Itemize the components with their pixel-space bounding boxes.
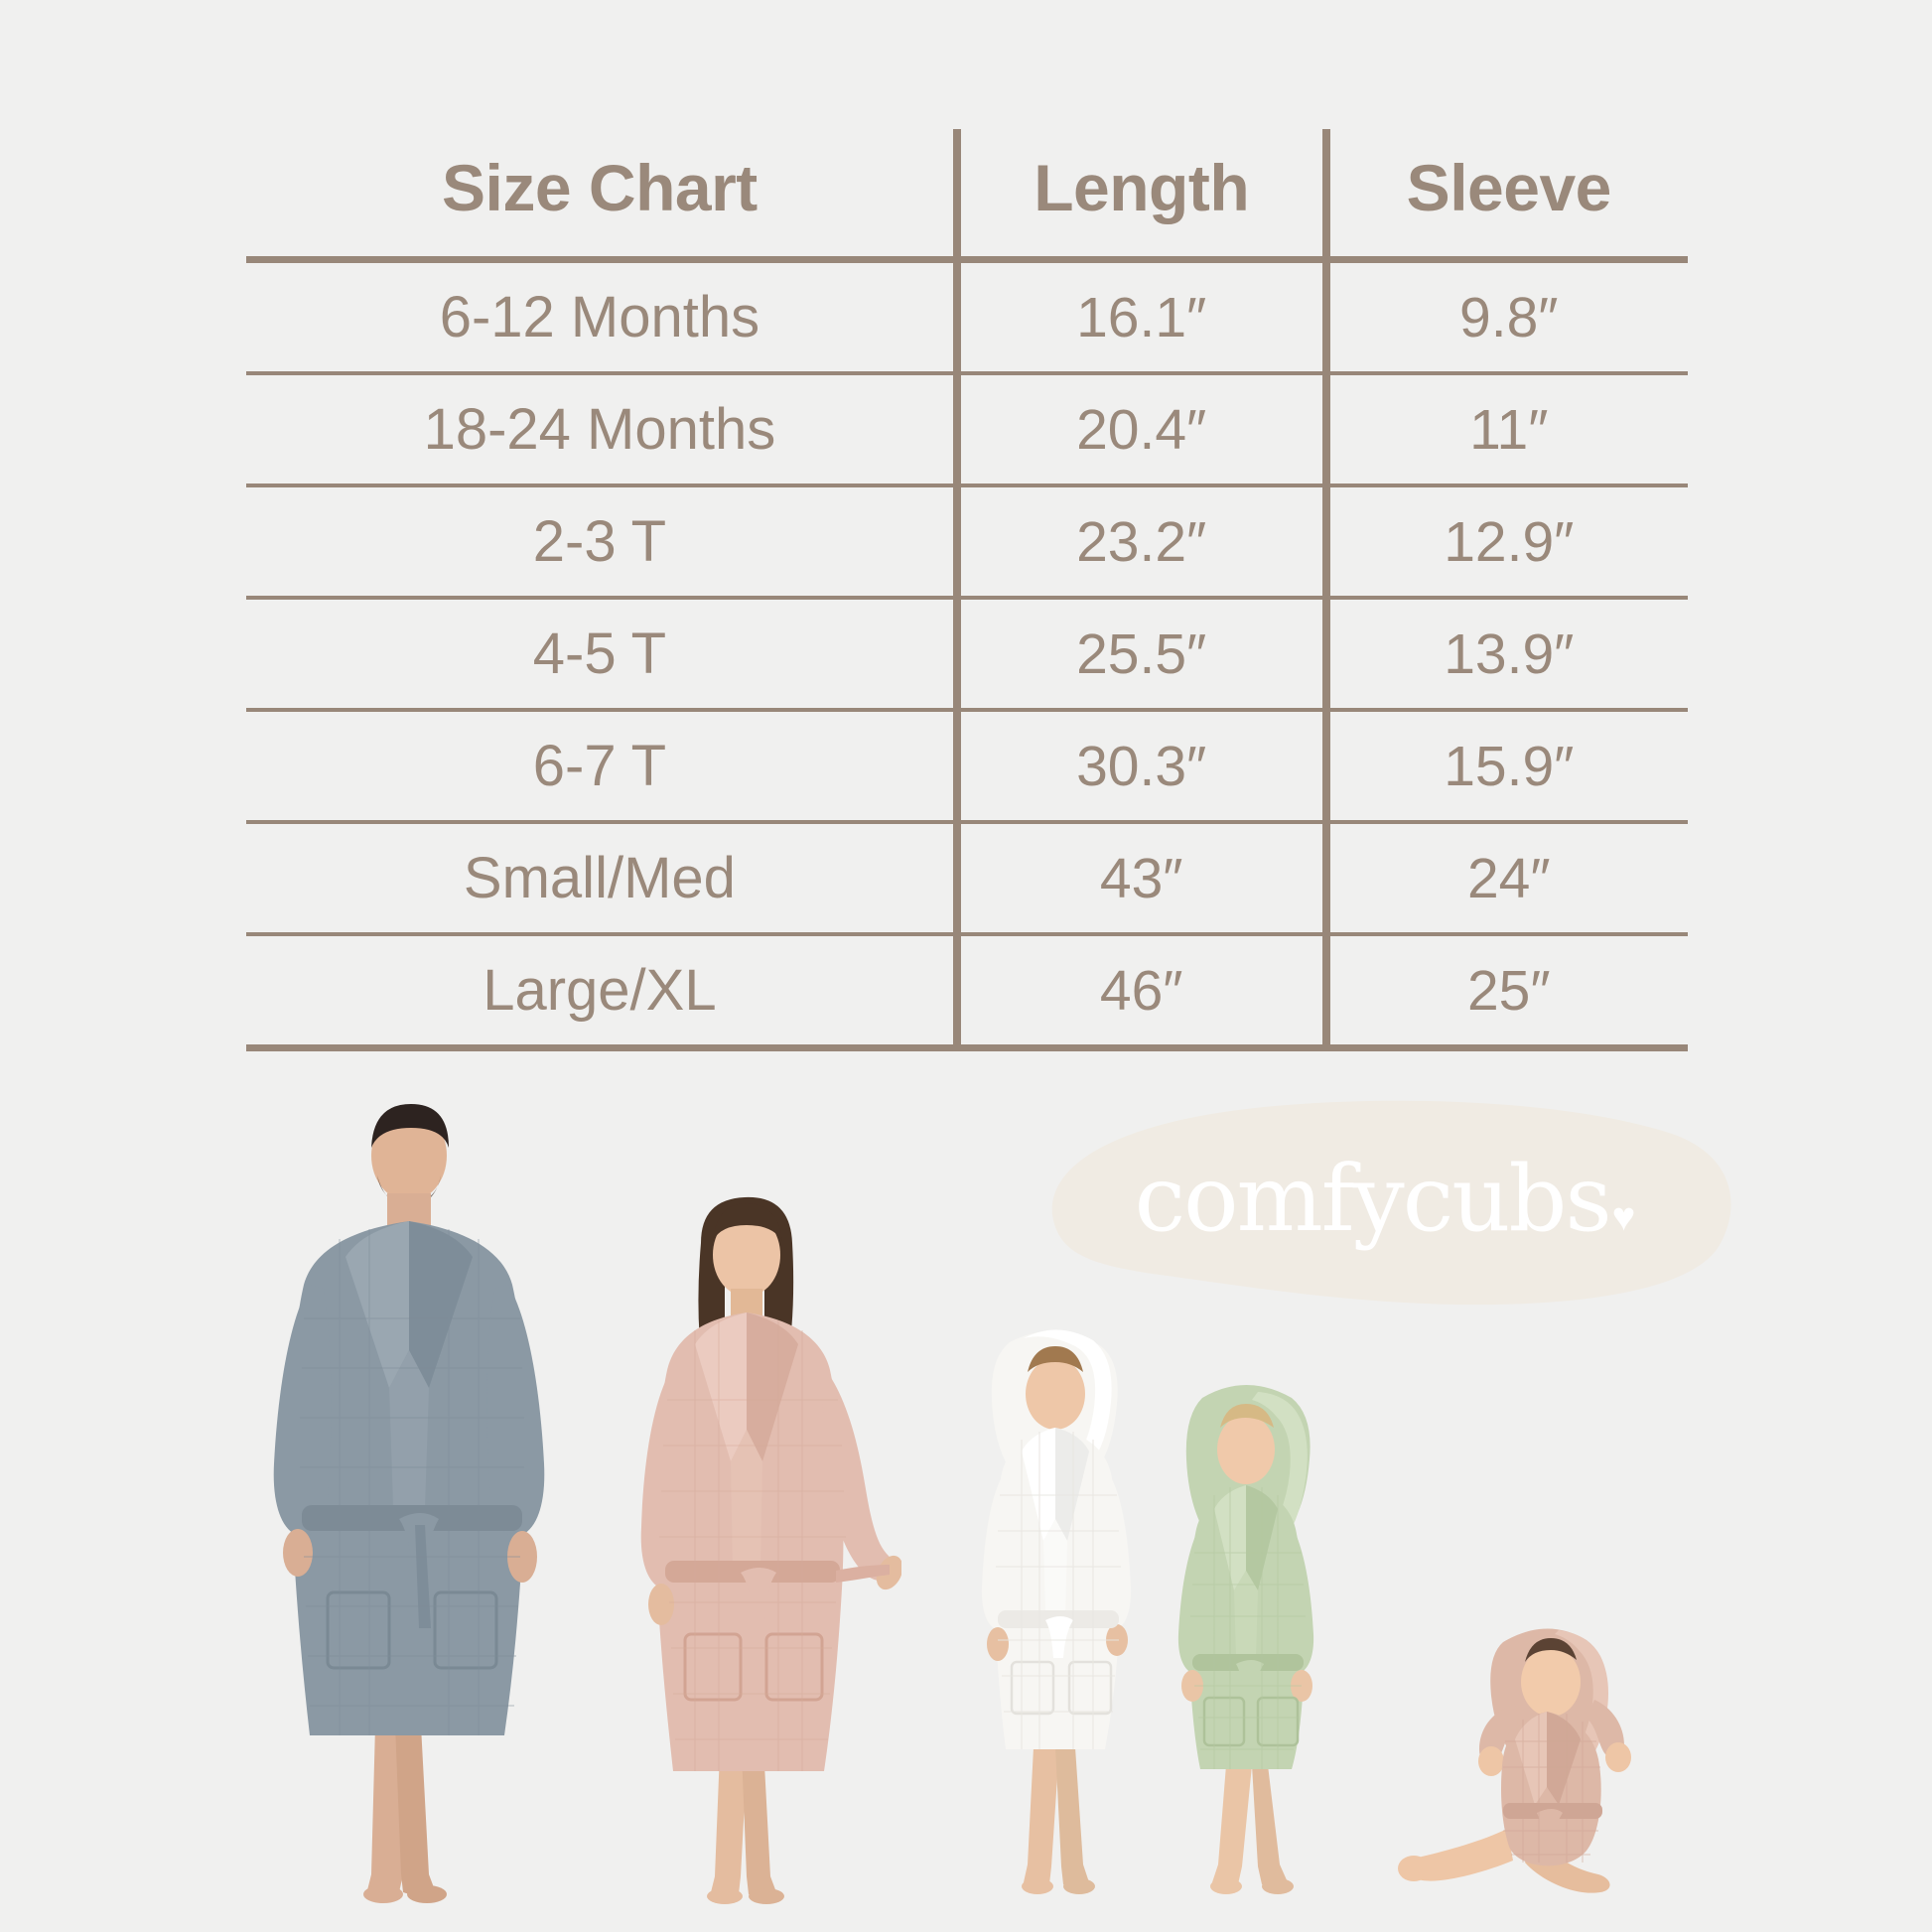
- figure-adult-man: [250, 1090, 568, 1904]
- cell-length: 16.1″: [952, 259, 1326, 375]
- adult-woman-illustration: [640, 1196, 901, 1904]
- cell-length: 20.4″: [952, 373, 1326, 487]
- size-chart-body: 6-12 Months 16.1″ 9.8″ 18-24 Months 20.4…: [246, 259, 1688, 1051]
- size-chart-table: Size Chart Length Sleeve 6-12 Months 16.…: [246, 129, 1688, 1051]
- baby-pink-illustration: [1398, 1628, 1631, 1893]
- size-chart-container: Size Chart Length Sleeve 6-12 Months 16.…: [246, 129, 1688, 1051]
- child-green-illustration: [1177, 1385, 1314, 1894]
- column-header-size: Size Chart: [246, 129, 957, 263]
- column-header-sleeve: Sleeve: [1321, 129, 1688, 263]
- cell-sleeve: 13.9″: [1321, 598, 1688, 712]
- table-row: Small/Med 43″ 24″: [246, 822, 1688, 936]
- figure-child-green: [1147, 1370, 1365, 1904]
- cell-length: 23.2″: [952, 485, 1326, 600]
- header-row: Size Chart Length Sleeve: [246, 129, 1688, 263]
- brand-logo: comfycubs ♥: [1040, 1096, 1735, 1310]
- cell-size: Large/XL: [246, 934, 957, 1051]
- cell-length: 25.5″: [952, 598, 1326, 712]
- heart-icon: ♥: [1611, 1194, 1636, 1239]
- cell-sleeve: 12.9″: [1321, 485, 1688, 600]
- cell-size: 18-24 Months: [246, 373, 957, 487]
- cell-length: 43″: [952, 822, 1326, 936]
- logo-text-group: comfycubs ♥: [1040, 1096, 1735, 1310]
- cell-size: 6-7 T: [246, 710, 957, 824]
- cell-length: 46″: [952, 934, 1326, 1051]
- figure-child-white: [948, 1320, 1176, 1904]
- figure-adult-woman: [604, 1191, 901, 1904]
- table-row: 2-3 T 23.2″ 12.9″: [246, 485, 1688, 600]
- table-row: Large/XL 46″ 25″: [246, 934, 1688, 1051]
- brand-name: comfycubs: [1134, 1145, 1612, 1252]
- cell-sleeve: 25″: [1321, 934, 1688, 1051]
- figure-baby-pink: [1388, 1608, 1686, 1904]
- cell-sleeve: 11″: [1321, 373, 1688, 487]
- column-header-length: Length: [952, 129, 1326, 263]
- size-chart-header: Size Chart Length Sleeve: [246, 129, 1688, 263]
- cell-size: Small/Med: [246, 822, 957, 936]
- product-photo-lineup: [0, 1072, 1932, 1932]
- table-row: 4-5 T 25.5″ 13.9″: [246, 598, 1688, 712]
- cell-sleeve: 15.9″: [1321, 710, 1688, 824]
- logo-blob-shape: [1051, 1100, 1731, 1306]
- cell-length: 30.3″: [952, 710, 1326, 824]
- table-row: 18-24 Months 20.4″ 11″: [246, 373, 1688, 487]
- cell-size: 4-5 T: [246, 598, 957, 712]
- cell-sleeve: 9.8″: [1321, 259, 1688, 375]
- cell-size: 6-12 Months: [246, 259, 957, 375]
- cell-sleeve: 24″: [1321, 822, 1688, 936]
- adult-man-illustration: [273, 1104, 545, 1903]
- table-row: 6-12 Months 16.1″ 9.8″: [246, 259, 1688, 375]
- child-white-illustration: [981, 1329, 1132, 1894]
- cell-size: 2-3 T: [246, 485, 957, 600]
- table-row: 6-7 T 30.3″ 15.9″: [246, 710, 1688, 824]
